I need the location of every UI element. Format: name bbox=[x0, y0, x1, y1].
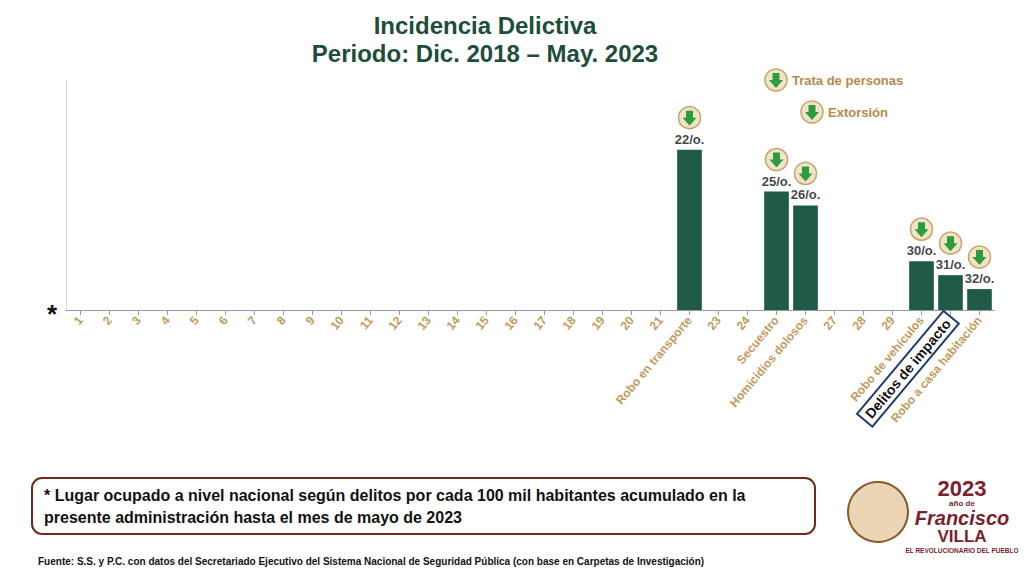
svg-text:VILLA: VILLA bbox=[937, 527, 986, 546]
svg-text:19: 19 bbox=[589, 313, 609, 332]
svg-text:Robo de vehículos: Robo de vehículos bbox=[847, 313, 927, 405]
svg-text:12: 12 bbox=[386, 313, 406, 332]
svg-text:16: 16 bbox=[502, 313, 522, 332]
svg-text:Robo a casa habitación: Robo a casa habitación bbox=[888, 313, 985, 425]
svg-text:27: 27 bbox=[821, 313, 841, 332]
svg-text:15: 15 bbox=[473, 313, 493, 332]
svg-text:26/o.: 26/o. bbox=[791, 187, 821, 202]
svg-text:*: * bbox=[47, 299, 58, 329]
svg-text:Secuestro: Secuestro bbox=[733, 313, 782, 367]
svg-text:Robo en transporte: Robo en transporte bbox=[613, 313, 695, 407]
svg-text:18: 18 bbox=[560, 313, 580, 332]
svg-text:Homicidios dolosos: Homicidios dolosos bbox=[727, 313, 811, 410]
svg-text:9: 9 bbox=[303, 313, 318, 327]
svg-text:3: 3 bbox=[129, 313, 144, 327]
svg-text:8: 8 bbox=[274, 313, 289, 327]
svg-text:5: 5 bbox=[187, 313, 202, 327]
svg-text:25/o.: 25/o. bbox=[762, 174, 792, 189]
svg-text:2023: 2023 bbox=[938, 476, 987, 501]
svg-text:24: 24 bbox=[734, 313, 754, 332]
svg-text:presente administración hasta: presente administración hasta el mes de … bbox=[44, 509, 462, 526]
svg-text:1: 1 bbox=[71, 313, 86, 327]
svg-text:28: 28 bbox=[850, 313, 870, 332]
svg-text:* Lugar ocupado a nivel nacion: * Lugar ocupado a nivel nacional según d… bbox=[44, 487, 750, 504]
svg-text:Incidencia Delictiva: Incidencia Delictiva bbox=[374, 12, 597, 39]
svg-text:Periodo: Dic. 2018 – May. 2023: Periodo: Dic. 2018 – May. 2023 bbox=[312, 40, 658, 67]
svg-text:14: 14 bbox=[444, 313, 464, 332]
svg-text:13: 13 bbox=[415, 313, 435, 332]
svg-text:6: 6 bbox=[216, 313, 231, 327]
svg-text:23: 23 bbox=[705, 313, 725, 332]
svg-text:31/o.: 31/o. bbox=[936, 257, 966, 272]
svg-text:año de: año de bbox=[949, 498, 975, 508]
svg-text:22/o.: 22/o. bbox=[675, 132, 705, 147]
svg-text:Extorsión: Extorsión bbox=[828, 105, 888, 120]
svg-text:29: 29 bbox=[879, 313, 899, 332]
svg-text:Delitos de impacto: Delitos de impacto bbox=[861, 315, 955, 422]
svg-text:Fuente: S.S. y P.C. con datos: Fuente: S.S. y P.C. con datos del Secret… bbox=[38, 556, 704, 567]
svg-text:4: 4 bbox=[158, 313, 173, 327]
svg-text:21: 21 bbox=[647, 313, 667, 332]
svg-text:32/o.: 32/o. bbox=[965, 271, 995, 286]
svg-text:30/o.: 30/o. bbox=[907, 243, 937, 258]
svg-text:17: 17 bbox=[531, 313, 551, 332]
svg-text:Trata de personas: Trata de personas bbox=[792, 73, 903, 88]
svg-text:EL REVOLUCIONARIO DEL PUEBLO: EL REVOLUCIONARIO DEL PUEBLO bbox=[905, 547, 1018, 554]
svg-text:20: 20 bbox=[618, 313, 638, 332]
svg-text:2: 2 bbox=[100, 313, 115, 327]
svg-text:10: 10 bbox=[328, 313, 348, 332]
svg-text:Francisco: Francisco bbox=[914, 507, 1010, 529]
svg-text:7: 7 bbox=[245, 313, 260, 327]
svg-text:11: 11 bbox=[357, 313, 376, 332]
